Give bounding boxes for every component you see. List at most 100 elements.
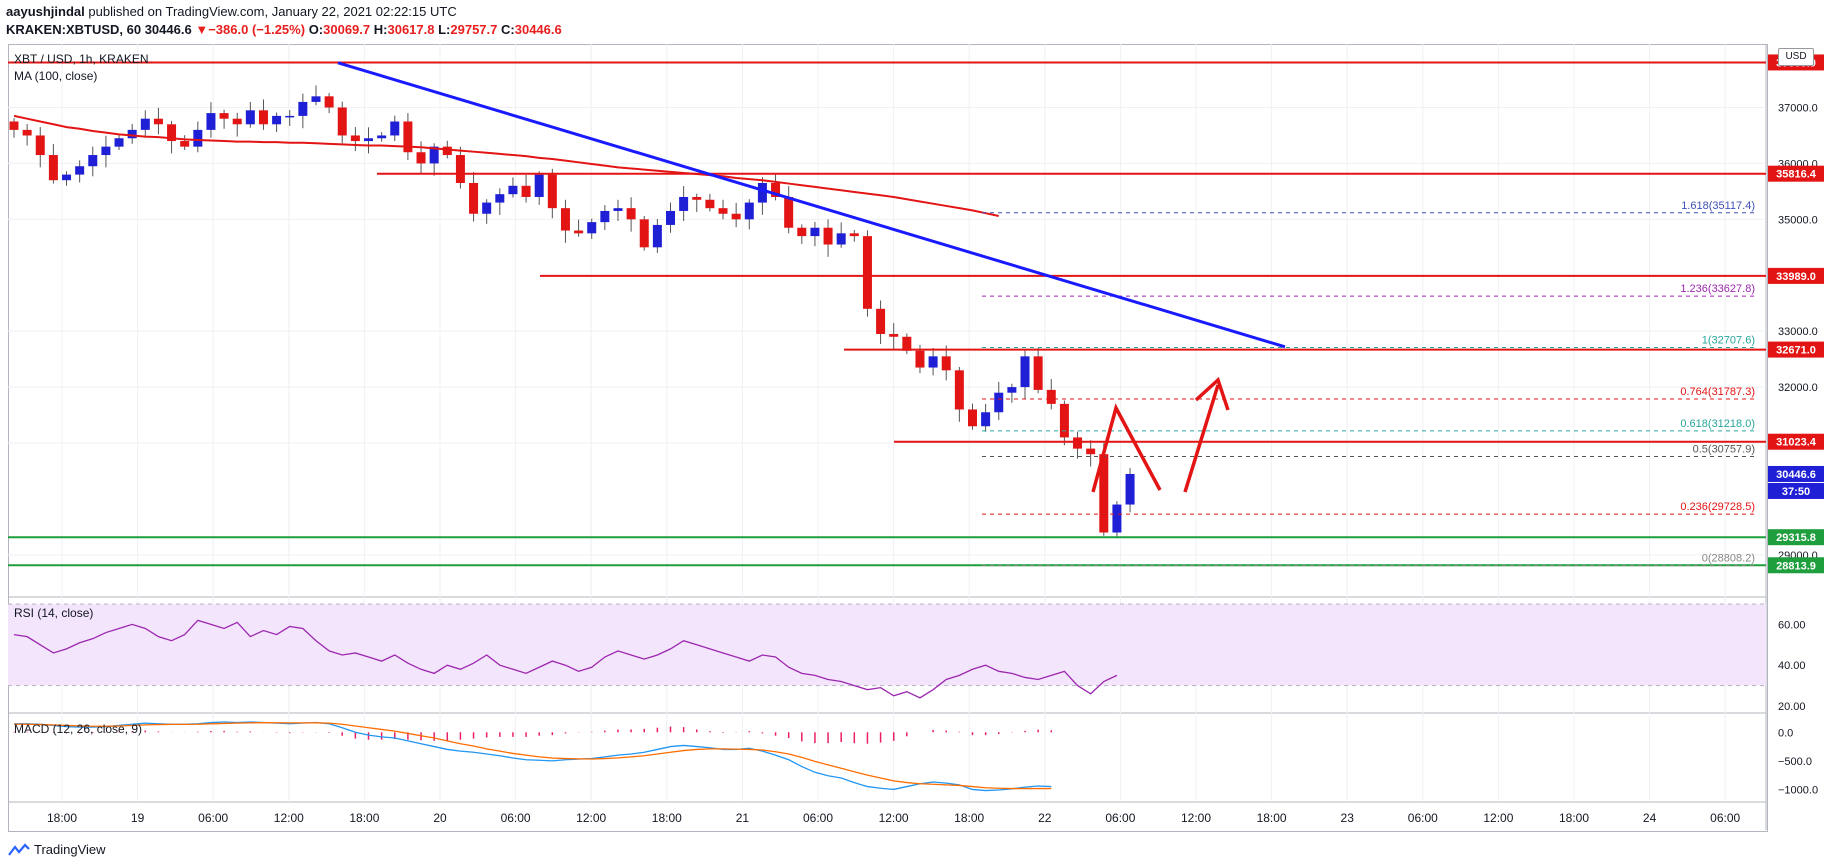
signal-line [14, 722, 1052, 790]
brand-name: TradingView [34, 842, 106, 857]
candle-down [350, 135, 360, 142]
x-tick-label: 06:00 [198, 811, 228, 825]
high-value: 30617.8 [387, 22, 435, 37]
change-arrow-icon: ▼ [195, 22, 209, 37]
y-tick-label: 32000.0 [1778, 382, 1818, 394]
chart-title: XBT / USD, 1h, KRAKEN [14, 52, 149, 66]
candle-up [285, 115, 295, 118]
candle-up [1112, 504, 1122, 533]
candle-down [1073, 437, 1083, 449]
projection-arrowhead-icon [1194, 376, 1230, 411]
price-label-text: 31023.4 [1776, 437, 1817, 449]
x-tick-label: 06:00 [1408, 811, 1438, 825]
close-label: C: [501, 22, 515, 37]
projection-arrow-line [1183, 384, 1220, 493]
candle-up [1125, 473, 1135, 505]
candle-down [954, 370, 964, 410]
fib-level-label: 1.618(35117.4) [1681, 200, 1755, 212]
price-label-tag [1768, 165, 1824, 182]
x-tick-label: 23 [1341, 811, 1355, 825]
candle-down [521, 185, 531, 197]
candle-up [600, 210, 610, 223]
candle-up [495, 194, 505, 203]
candle-up [613, 208, 623, 211]
candle-up [193, 129, 203, 147]
low-label: L: [438, 22, 451, 37]
candle-up [429, 146, 439, 164]
price-label-tag [1768, 433, 1824, 450]
price-label-text: 29315.8 [1776, 532, 1816, 544]
candle-up [101, 146, 111, 156]
candle-down [705, 199, 715, 209]
x-tick-label: 18:00 [1559, 811, 1589, 825]
projection-path [1091, 403, 1162, 493]
fib-level-label: 0.764(31787.3) [1680, 386, 1755, 398]
candle-up [836, 233, 846, 245]
candle-up [364, 138, 374, 142]
candle-up [245, 110, 255, 125]
price-label-text: 32671.0 [1776, 345, 1816, 357]
chart-frame[interactable] [8, 44, 1768, 832]
candle-up [1020, 356, 1030, 388]
candle-down [626, 208, 636, 220]
candle-down [718, 208, 728, 214]
last-price-text: 30446.6 [1776, 469, 1816, 481]
candle-up [62, 174, 72, 181]
candle-up [75, 166, 85, 175]
candle-up [587, 222, 597, 234]
ma-legend: MA (100, close) [14, 69, 98, 83]
fib-level-label: 1.236(33627.8) [1680, 283, 1755, 295]
candle-down [469, 183, 479, 214]
candle-down [416, 152, 426, 164]
price-label-tag [1768, 529, 1824, 546]
author-name[interactable]: aayushjindal [6, 4, 85, 19]
x-tick-label: 12:00 [1483, 811, 1513, 825]
price-label-tag [1768, 557, 1824, 574]
candle-up [757, 183, 767, 203]
candle-down [731, 213, 741, 220]
last-price: 30446.6 [144, 22, 192, 37]
close-value: 30446.6 [514, 22, 562, 37]
fib-level-label: 0.236(29728.5) [1680, 501, 1755, 513]
candle-up [679, 196, 689, 211]
low-value: 29757.7 [450, 22, 498, 37]
x-tick-label: 12:00 [274, 811, 304, 825]
x-tick-label: 06:00 [1105, 811, 1135, 825]
candle-up [534, 174, 544, 197]
published-text: published on TradingView.com, January 22… [88, 4, 457, 19]
candle-down [1059, 403, 1069, 438]
x-tick-label: 18:00 [47, 811, 77, 825]
x-tick-label: 06:00 [1710, 811, 1740, 825]
price-label-tag [1768, 267, 1824, 284]
high-label: H: [373, 22, 388, 37]
rsi-tick-label: 60.00 [1778, 619, 1806, 631]
candle-down [153, 118, 163, 125]
x-tick-label: 18:00 [349, 811, 379, 825]
countdown-tag [1768, 482, 1824, 499]
macd-tick-label: −500.0 [1778, 756, 1812, 768]
candle-down [337, 107, 347, 136]
tradingview-logo[interactable]: TradingView [8, 842, 106, 857]
candle-up [390, 121, 400, 136]
candle-down [232, 118, 242, 125]
x-tick-label: 18:00 [652, 811, 682, 825]
candle-down [403, 121, 413, 153]
macd-tick-label: −1000.0 [1778, 784, 1818, 796]
fib-level-label: 1(32707.6) [1702, 335, 1755, 347]
x-tick-label: 06:00 [501, 811, 531, 825]
y-tick-label: 33000.0 [1778, 326, 1818, 338]
rsi-tick-label: 20.00 [1778, 701, 1806, 713]
candle-up [127, 129, 137, 139]
candle-down [849, 233, 859, 237]
x-tick-label: 24 [1643, 811, 1657, 825]
x-tick-label: 21 [736, 811, 750, 825]
candle-up [88, 155, 98, 167]
candle-down [9, 121, 19, 130]
x-tick-label: 18:00 [954, 811, 984, 825]
currency-button[interactable]: USD [1778, 48, 1814, 66]
trendline [337, 61, 1286, 349]
fib-level-label: 0.618(31218.0) [1680, 418, 1755, 430]
x-tick-label: 19 [131, 811, 145, 825]
candle-up [744, 202, 754, 220]
